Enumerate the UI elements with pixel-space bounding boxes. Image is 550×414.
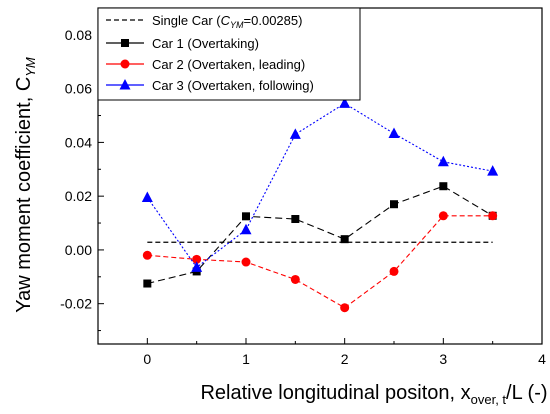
series-layer xyxy=(141,97,499,313)
x-axis-title-subscript: over, t xyxy=(471,392,507,407)
data-point xyxy=(141,191,153,203)
y-axis-title-subscript: YM xyxy=(23,57,38,77)
legend-label: Car 1 (Overtaking) xyxy=(152,36,259,51)
legend-label: Car 2 (Overtaken, leading) xyxy=(152,57,305,72)
legend-marker xyxy=(121,39,129,47)
data-point xyxy=(142,250,152,260)
data-point xyxy=(242,212,250,221)
y-tick-label: 0.06 xyxy=(65,81,92,97)
data-point xyxy=(291,215,300,224)
tick-labels: 0 1 2 3 4 -0.02 0.00 0.02 0.04 0.06 0.08 xyxy=(60,27,546,367)
legend-ref-label-pre: Single Car ( xyxy=(152,13,221,28)
x-axis-title-main: Relative longitudinal positon, x xyxy=(200,382,470,404)
data-point xyxy=(437,155,449,167)
x-tick-label: 3 xyxy=(439,351,447,367)
data-point xyxy=(240,223,252,235)
series-3 xyxy=(141,97,499,272)
data-point xyxy=(388,127,400,139)
data-point xyxy=(191,261,203,272)
x-tick-label: 1 xyxy=(242,351,250,367)
y-tick-label: 0.00 xyxy=(65,242,92,258)
legend-item: Car 1 (Overtaking) xyxy=(106,36,259,51)
legend: Single Car (CYM=0.00285) Car 1 (Overtaki… xyxy=(97,7,361,101)
legend-items: Car 1 (Overtaking) Car 2 (Overtaken, lead… xyxy=(106,36,314,93)
legend-item: Car 3 (Overtaken, following) xyxy=(106,78,314,93)
x-tick-label: 4 xyxy=(538,351,546,367)
data-point xyxy=(439,182,448,191)
data-point xyxy=(289,128,301,139)
y-axis-title-main: Yaw moment coefficient, C xyxy=(13,77,35,313)
legend-label: Car 3 (Overtaken, following) xyxy=(152,78,314,93)
legend-marker xyxy=(119,79,131,90)
data-point xyxy=(389,266,399,276)
data-point xyxy=(340,303,350,313)
data-point xyxy=(390,200,398,209)
data-point xyxy=(488,211,498,221)
x-axis-title: Relative longitudinal positon, xover, t/… xyxy=(200,382,547,407)
y-tick-label: 0.04 xyxy=(65,134,92,150)
data-point xyxy=(340,235,349,244)
legend-ref-label-post: =0.00285) xyxy=(244,13,303,28)
x-tick-label: 0 xyxy=(143,351,151,367)
y-axis-title: Yaw moment coefficient, CYM xyxy=(13,57,38,313)
data-point xyxy=(241,257,251,267)
data-point xyxy=(290,274,300,284)
y-tick-label: 0.02 xyxy=(65,188,92,204)
legend-ref-label-sub: YM xyxy=(230,20,244,30)
data-point xyxy=(192,254,202,264)
legend-ref-label: Single Car (CYM=0.00285) xyxy=(152,13,302,30)
series-line xyxy=(147,185,493,285)
y-tick-label: -0.02 xyxy=(60,296,92,312)
series-2 xyxy=(142,211,498,313)
series-line xyxy=(146,102,493,269)
series-line xyxy=(147,215,493,309)
data-point xyxy=(438,211,448,221)
x-axis-title-tail: /L (-) xyxy=(506,382,547,404)
legend-ref-label-sym: C xyxy=(221,13,231,28)
y-tick-label: 0.08 xyxy=(65,27,92,43)
legend-item: Car 2 (Overtaken, leading) xyxy=(106,57,305,72)
data-point xyxy=(487,165,499,176)
x-tick-label: 2 xyxy=(341,351,349,367)
data-point xyxy=(143,279,152,288)
data-point xyxy=(339,97,351,108)
legend-marker xyxy=(120,59,130,69)
